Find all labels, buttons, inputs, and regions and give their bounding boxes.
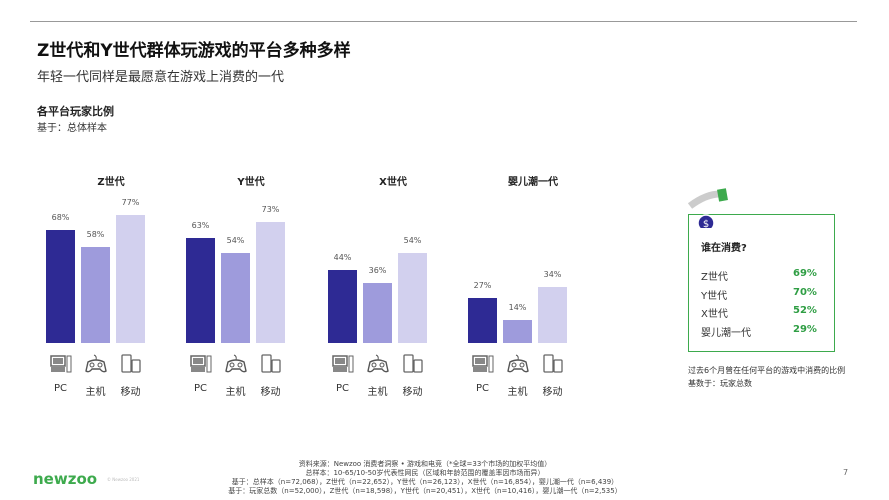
pc-icon [471,354,494,374]
bar-PC [328,269,357,343]
bar-PC [46,230,75,343]
data-label: 58% [86,229,105,239]
page-number: 7 [843,468,849,477]
spending-box [688,214,835,352]
group-title: 婴儿潮一代 [508,177,558,188]
group-title: Y世代 [237,177,265,188]
data-label: 63% [191,221,210,231]
spending-note: 过去6个月曾在任何平台的游戏中消费的比例 基数于：玩家总数 [688,364,848,390]
spending-title: 谁在消费? [701,243,747,254]
gamepad-icon [84,354,107,374]
bar-移动 [116,215,145,343]
footnote-line: 资料来源：Newzoo 消费者洞察 • 游戏和电竞（*全球=33个市场的加权平均… [298,460,552,468]
spending-base: 基数于：玩家总数 [688,379,752,388]
group-title: X世代 [379,177,407,188]
newzoo-logo: newzoo [33,470,98,488]
category-label: 移动 [542,387,563,398]
bar-主机 [503,319,532,343]
data-label: 54% [403,236,422,246]
gamepad-icon [224,354,247,374]
spending-value: 52% [793,305,817,316]
data-label: 77% [121,198,140,208]
category-label: 移动 [260,387,281,398]
top-divider [30,21,857,22]
mobile-icon [120,354,142,374]
svg-text:$: $ [703,219,709,228]
category-label: 移动 [402,387,423,398]
page-subtitle: 年轻一代同样是最愿意在游戏上消费的一代 [37,70,285,85]
data-label: 34% [543,269,562,279]
data-label: 14% [508,302,527,312]
footnotes: 资料来源：Newzoo 消费者洞察 • 游戏和电竞（*全球=33个市场的加权平均… [200,460,650,496]
bar-主机 [81,246,110,343]
pc-icon [331,354,354,374]
chart-title: 各平台玩家比例 [37,105,114,118]
footnote-line: 基于：总样本（n=72,068），Z世代（n=22,652），Y世代（n=26,… [231,478,619,486]
bar-PC [186,238,215,343]
dollar-coin-icon [697,214,715,228]
data-label: 54% [226,236,245,246]
pc-icon [189,354,212,374]
category-label: 主机 [225,387,246,398]
category-label: 主机 [367,387,388,398]
mobile-icon [402,354,424,374]
bar-移动 [398,253,427,343]
footnote-line: 总样本：10-65/10-50岁代表性网民（区域和年龄范围的覆盖率因市场而异） [305,469,545,477]
spending-label: Y世代 [701,291,728,302]
data-label: 44% [333,252,352,262]
spending-value: 29% [793,324,817,335]
bar-主机 [363,283,392,343]
copyright: © Newzoo 2021 [107,477,140,482]
footnote-line: 基于：玩家总数（n=52,000），Z世代（n=18,598），Y世代（n=20… [228,487,622,495]
category-label: PC [335,383,350,394]
spending-value: 69% [793,268,817,279]
category-label: 主机 [507,387,528,398]
category-label: PC [475,383,490,394]
spending-label: X世代 [701,309,728,320]
page-title: Z世代和Y世代群体玩游戏的平台多种多样 [37,41,351,61]
data-label: 68% [51,213,70,223]
category-label: 移动 [120,387,141,398]
category-label: 主机 [85,387,106,398]
data-label: 73% [261,204,280,214]
spending-value: 70% [793,287,817,298]
spending-label: 婴儿潮一代 [701,328,751,339]
bar-PC [468,298,497,343]
bar-移动 [538,286,567,343]
chart-subtitle: 基于：总体样本 [37,123,107,134]
wallet-graphic: $ [687,188,728,228]
mobile-icon [260,354,282,374]
spending-note-text: 过去6个月曾在任何平台的游戏中消费的比例 [688,366,846,375]
mobile-icon [542,354,564,374]
data-label: 36% [368,266,387,276]
bar-移动 [256,221,285,343]
gamepad-icon [366,354,389,374]
group-title: Z世代 [97,177,125,188]
spending-label: Z世代 [701,272,728,283]
gamepad-icon [506,354,529,374]
bar-主机 [221,253,250,343]
category-label: PC [193,383,208,394]
pc-icon [49,354,72,374]
category-label: PC [53,383,68,394]
data-label: 27% [473,281,492,291]
